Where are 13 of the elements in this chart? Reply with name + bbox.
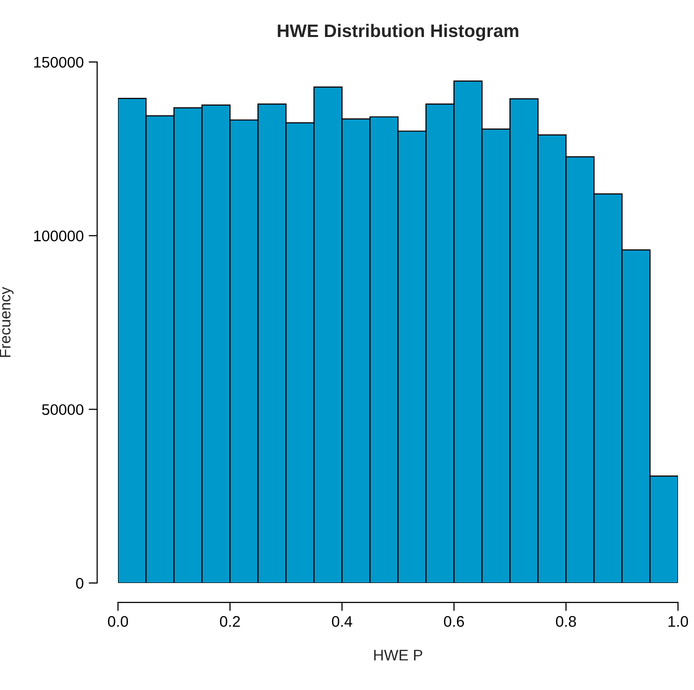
y-tick-label: 150000: [34, 56, 84, 68]
x-tick-label: 0.0: [108, 616, 128, 627]
y-tick-label: 50000: [42, 404, 84, 416]
y-tick-label: 100000: [34, 230, 84, 242]
x-tick-label: 0.2: [220, 616, 240, 627]
chart-title: HWE Distribution Histogram: [278, 24, 518, 41]
y-tick-label: 0: [76, 578, 84, 589]
x-tick-label: 0.6: [444, 616, 464, 627]
x-tick-label: 1.0: [668, 616, 688, 627]
y-axis-title: Frecuency: [0, 286, 14, 357]
x-tick-label: 0.4: [332, 616, 352, 627]
x-axis-title: HWE P: [374, 650, 422, 660]
x-tick-label: 0.8: [556, 616, 576, 627]
